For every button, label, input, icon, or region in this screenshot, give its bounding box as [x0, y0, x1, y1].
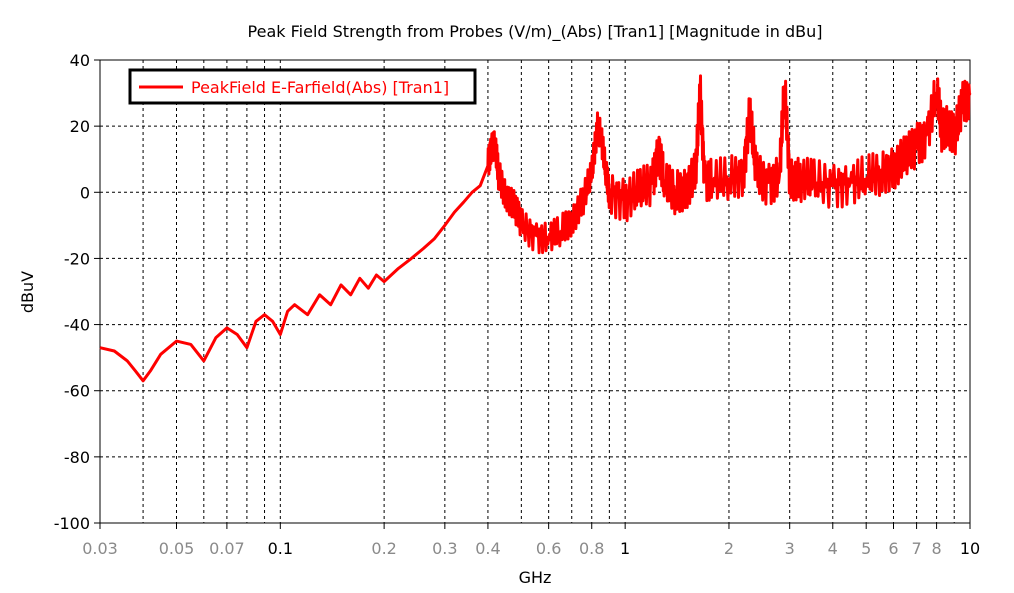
x-tick-label: 6 [888, 539, 898, 558]
x-tick-label: 8 [931, 539, 941, 558]
y-tick-label: 40 [70, 51, 90, 70]
x-axis-label: GHz [519, 568, 552, 587]
y-tick-label: -80 [64, 448, 90, 467]
y-tick-label: -20 [64, 249, 90, 268]
y-tick-label: 0 [80, 183, 90, 202]
x-tick-label: 1 [620, 539, 630, 558]
x-axis-ticks: 0.03 0.05 0.07 0.1 0.2 0.3 0.4 0.6 0.8 1 2 3 4 5 6 7 8 10 [82, 523, 980, 558]
legend: PeakField E-Farfield(Abs) [Tran1] [128, 68, 477, 105]
series-line [99, 74, 972, 383]
x-tick-label: 0.05 [159, 539, 195, 558]
y-axis-label: dBuV [18, 271, 37, 313]
x-tick-label: 2 [724, 539, 734, 558]
x-tick-label: 0.03 [82, 539, 118, 558]
y-tick-label: -40 [64, 316, 90, 335]
x-tick-label: 0.1 [268, 539, 293, 558]
x-tick-label: 0.07 [209, 539, 245, 558]
legend-box [128, 68, 477, 105]
x-tick-label: 0.4 [475, 539, 500, 558]
chart-title: Peak Field Strength from Probes (V/m)_(A… [248, 22, 823, 42]
x-tick-label: 0.8 [579, 539, 604, 558]
legend-label: PeakField E-Farfield(Abs) [Tran1] [191, 78, 449, 97]
x-tick-label: 10 [960, 539, 980, 558]
x-tick-label: 3 [785, 539, 795, 558]
grid [100, 60, 970, 523]
plot-frame [99, 59, 971, 524]
y-tick-label: 20 [70, 117, 90, 136]
y-tick-label: -100 [54, 514, 90, 533]
x-tick-label: 0.3 [432, 539, 457, 558]
x-tick-label: 0.2 [371, 539, 396, 558]
x-tick-label: 7 [911, 539, 921, 558]
y-axis-ticks: 40 20 0 -20 -40 -60 -80 -100 [54, 51, 100, 533]
x-tick-label: 4 [828, 539, 838, 558]
x-tick-label: 0.6 [536, 539, 561, 558]
y-tick-label: -60 [64, 382, 90, 401]
x-tick-label: 5 [861, 539, 871, 558]
